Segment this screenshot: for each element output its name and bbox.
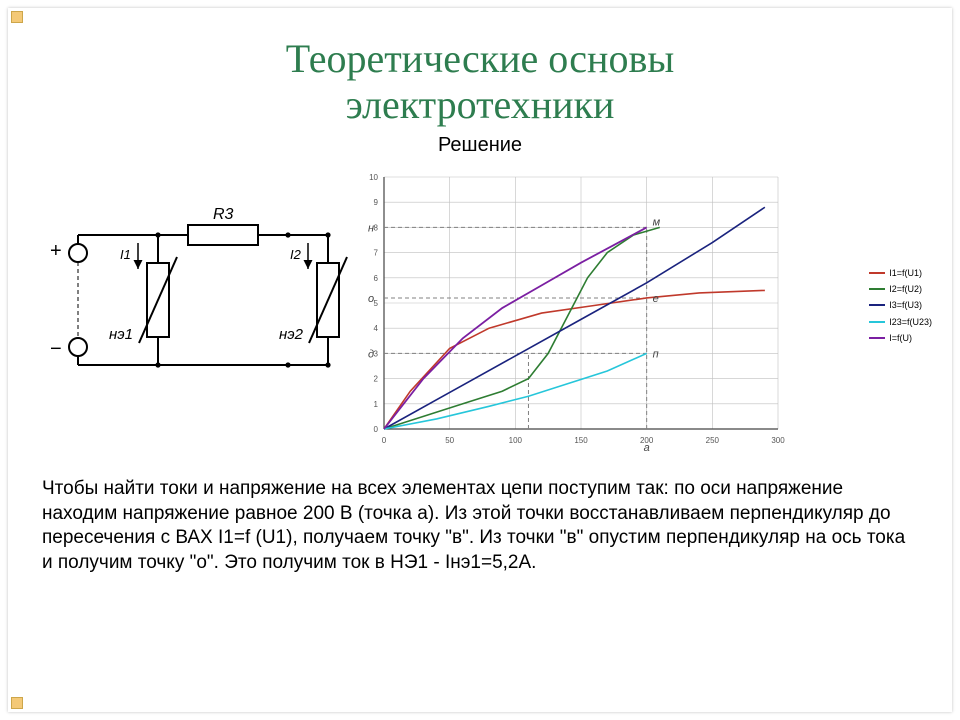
circuit-diagram: R3 + − нэ1 I1 нэ2 I2 <box>28 205 348 400</box>
subtitle: Решение <box>8 134 952 157</box>
svg-text:н: н <box>368 222 374 234</box>
corner-decor <box>11 697 23 709</box>
legend-item: I1=f(U1) <box>869 265 932 281</box>
chart-legend: I1=f(U1)I2=f(U2)I3=f(U3)I23=f(U23)I=f(U) <box>869 265 932 346</box>
svg-text:300: 300 <box>771 436 785 445</box>
svg-text:6: 6 <box>374 274 379 283</box>
title-line1: Теоретические основы <box>8 36 952 82</box>
svg-text:100: 100 <box>509 436 523 445</box>
svg-text:нэ1: нэ1 <box>109 326 133 343</box>
corner-decor <box>11 11 23 23</box>
svg-text:5: 5 <box>374 299 379 308</box>
body-text: Чтобы найти токи и напряжение на всех эл… <box>42 477 918 576</box>
svg-text:1: 1 <box>374 400 379 409</box>
svg-text:250: 250 <box>706 436 720 445</box>
slide-frame: Теоретические основы электротехники Реше… <box>8 8 952 712</box>
svg-text:7: 7 <box>374 249 379 258</box>
svg-text:4: 4 <box>374 324 379 333</box>
svg-text:9: 9 <box>374 198 379 207</box>
svg-text:2: 2 <box>374 375 379 384</box>
svg-text:3: 3 <box>374 349 379 358</box>
body-paragraph: Чтобы найти токи и напряжение на всех эл… <box>42 477 918 576</box>
svg-text:нэ2: нэ2 <box>279 326 304 343</box>
svg-text:50: 50 <box>445 436 454 445</box>
svg-text:0: 0 <box>374 425 379 434</box>
svg-text:I1: I1 <box>120 247 131 262</box>
svg-text:п: п <box>653 348 659 360</box>
legend-item: I=f(U) <box>869 330 932 346</box>
svg-text:+: + <box>50 240 62 262</box>
legend-item: I2=f(U2) <box>869 281 932 297</box>
svg-text:8: 8 <box>374 223 379 232</box>
svg-text:150: 150 <box>574 436 588 445</box>
legend-item: I23=f(U23) <box>869 314 932 330</box>
legend-item: I3=f(U3) <box>869 297 932 313</box>
svg-text:0: 0 <box>382 436 387 445</box>
svg-text:I2: I2 <box>290 247 302 262</box>
title-line2: электротехники <box>8 82 952 128</box>
content-row: R3+−нэ1I1нэ2I2 0501001502002503000123456… <box>8 165 952 465</box>
svg-text:м: м <box>653 216 661 228</box>
svg-text:о: о <box>368 293 374 305</box>
chart: 050100150200250300012345678910нмоедпа I1… <box>348 165 952 465</box>
svg-text:R3: R3 <box>213 206 234 223</box>
svg-text:д: д <box>368 348 374 360</box>
svg-text:10: 10 <box>369 173 378 182</box>
svg-text:е: е <box>653 293 659 305</box>
svg-text:а: а <box>644 442 650 454</box>
svg-text:−: − <box>50 338 62 360</box>
page-title: Теоретические основы электротехники <box>8 36 952 128</box>
